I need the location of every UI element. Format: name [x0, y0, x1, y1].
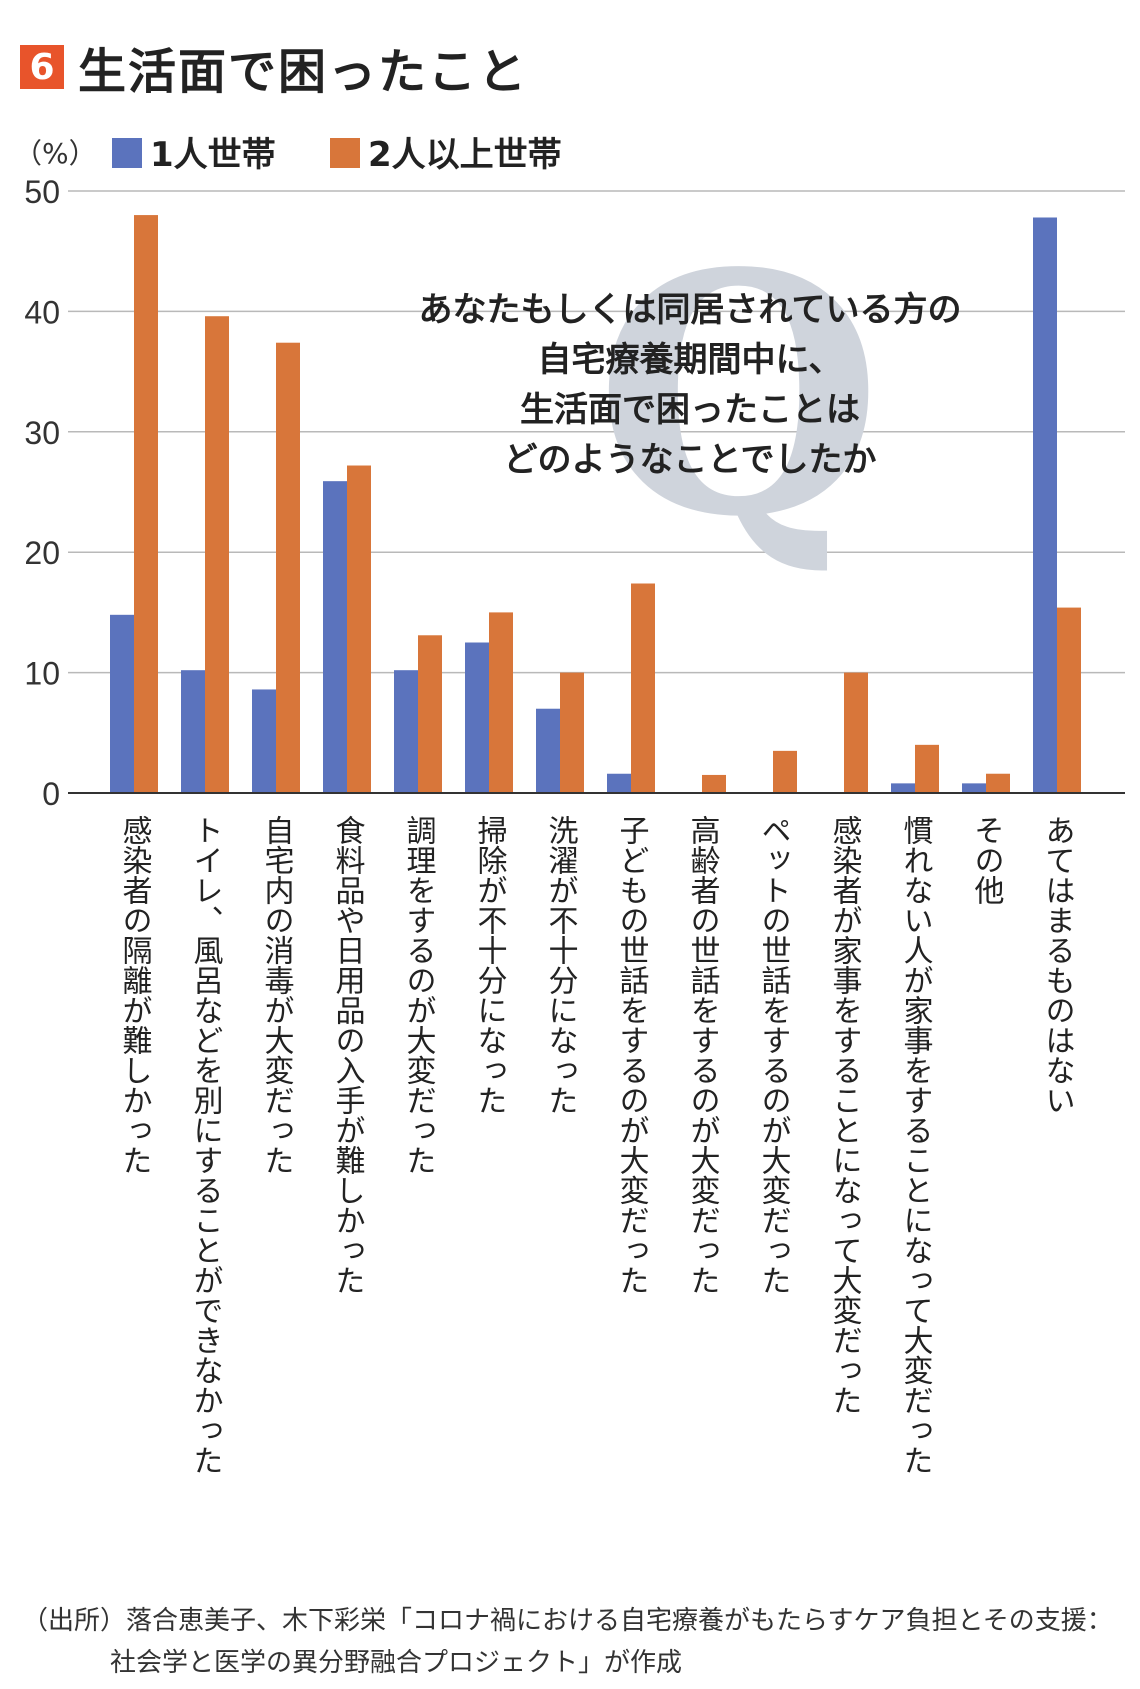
source-line: （出所）落合恵美子、木下彩栄「コロナ禍における自宅療養がもたらすケア負担とその支…	[22, 1606, 1113, 1636]
bar	[110, 614, 134, 793]
bar	[986, 773, 1010, 793]
category-label: 感染者の隔離が難しかった	[117, 815, 153, 1175]
bar	[465, 642, 489, 793]
y-tick-label: 10	[24, 656, 60, 692]
bar	[323, 481, 347, 793]
legend-swatch	[330, 138, 360, 168]
category-label: 子どもの世話をするのが大変だった	[614, 815, 649, 1295]
bar	[1057, 607, 1081, 793]
category-label: 慣れない人が家事をすることになって大変だった	[898, 815, 934, 1475]
chart-title: 生活面で困ったこと	[78, 44, 529, 100]
chart-header: 6 生活面で困ったこと	[20, 40, 528, 100]
survey-question-line: 生活面で困ったことは	[520, 390, 860, 430]
category-label: 感染者が家事をすることになって大変だった	[827, 815, 863, 1415]
bar	[134, 215, 158, 793]
bar	[205, 316, 229, 793]
category-label: 自宅内の消毒が大変だった	[259, 815, 294, 1175]
category-label: トイレ、風呂などを別にすることができなかった	[188, 815, 224, 1475]
bar	[915, 744, 939, 793]
bar	[347, 465, 371, 793]
survey-question: あなたもしくは同居されている方の 自宅療養期間中に、 生活面で困ったことは どの…	[395, 285, 985, 485]
category-label: 調理をするのが大変だった	[401, 815, 436, 1175]
bar	[489, 612, 513, 793]
bar	[252, 689, 276, 793]
y-tick-label: 30	[24, 415, 60, 451]
bar	[607, 773, 631, 793]
question-mark-watermark: Q	[595, 201, 883, 589]
bar	[773, 750, 797, 793]
bar	[702, 774, 726, 793]
bar	[844, 672, 868, 793]
category-label: その他	[969, 815, 1005, 905]
legend-swatch	[112, 138, 142, 168]
category-label: ペットの世話をするのが大変だった	[756, 815, 791, 1295]
category-label: 洗濯が不十分になった	[543, 815, 578, 1115]
survey-question-line: どのようなことでしたか	[503, 440, 877, 480]
category-label: 高齢者の世話をするのが大変だった	[685, 815, 721, 1295]
survey-question-line: あなたもしくは同居されている方の	[418, 290, 962, 330]
bar	[1033, 217, 1057, 793]
bar	[181, 670, 205, 793]
source-note: （出所）落合恵美子、木下彩栄「コロナ禍における自宅療養がもたらすケア負担とその支…	[22, 1600, 1113, 1684]
bar	[418, 635, 442, 793]
bar	[560, 672, 584, 793]
chart-number-badge: 6	[20, 45, 64, 89]
y-tick-label: 50	[24, 174, 60, 210]
category-label: あてはまるものはない	[1040, 815, 1075, 1115]
legend-label: 2人以上世帯	[368, 135, 562, 175]
source-line: 社会学と医学の異分野融合プロジェクト」が作成	[110, 1648, 683, 1678]
y-tick-label: 40	[24, 294, 60, 330]
category-label: 食料品や日用品の入手が難しかった	[330, 815, 366, 1295]
category-label: 掃除が不十分になった	[472, 815, 508, 1115]
bar	[891, 783, 915, 793]
bar	[962, 783, 986, 793]
bar	[631, 583, 655, 793]
bar	[276, 342, 300, 793]
bar	[394, 670, 418, 793]
y-unit-label: （%）	[14, 137, 97, 170]
bar	[536, 708, 560, 793]
y-tick-label: 20	[24, 535, 60, 571]
survey-question-line: 自宅療養期間中に、	[537, 340, 843, 380]
legend-label: 1人世帯	[150, 135, 276, 175]
y-tick-label: 0	[42, 776, 60, 812]
